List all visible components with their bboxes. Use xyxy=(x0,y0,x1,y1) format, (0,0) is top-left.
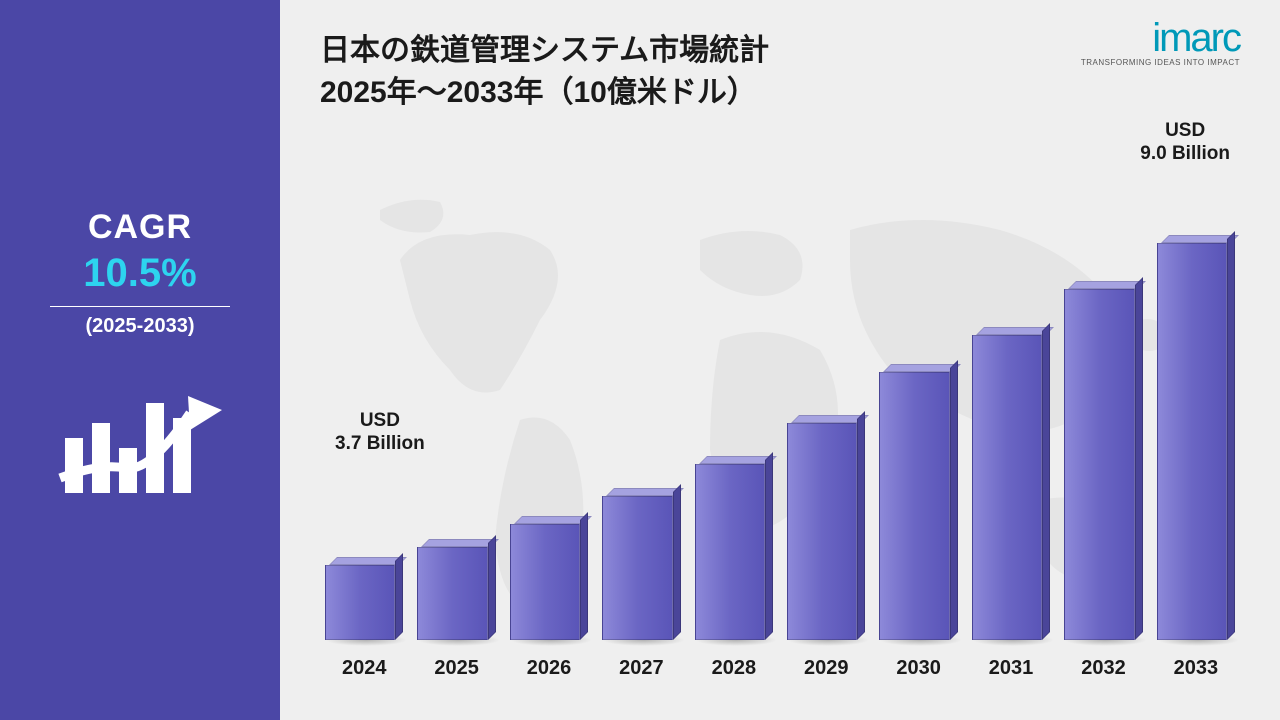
bar-container xyxy=(320,160,1240,640)
bar xyxy=(695,456,773,640)
x-label: 2033 xyxy=(1157,657,1235,680)
x-label: 2031 xyxy=(972,657,1050,680)
x-label: 2032 xyxy=(1064,657,1142,680)
chart-area: USD 3.7 Billion USD 9.0 Billion xyxy=(320,140,1240,680)
growth-chart-icon xyxy=(50,368,230,513)
bar xyxy=(510,516,588,640)
bar-3d xyxy=(510,516,588,640)
cagr-range: (2025-2033) xyxy=(86,315,195,338)
brand-logo: imarc TRANSFORMING IDEAS INTO IMPACT xyxy=(1081,20,1240,67)
bar-3d xyxy=(1157,235,1235,640)
end-value-label: USD 9.0 Billion xyxy=(1140,120,1230,166)
bar xyxy=(879,364,957,640)
bar-3d xyxy=(695,456,773,640)
x-label: 2025 xyxy=(417,657,495,680)
bar-3d xyxy=(972,327,1050,640)
x-label: 2027 xyxy=(602,657,680,680)
x-axis-labels: 2024 2025 2026 2027 2028 2029 2030 2031 2032 2033 xyxy=(320,657,1240,680)
main-panel: 日本の鉄道管理システム市場統計 2025年〜2033年（10億米ドル） imar… xyxy=(280,0,1280,720)
bar-3d xyxy=(325,557,403,640)
start-value-label: USD 3.7 Billion xyxy=(335,410,425,456)
x-label: 2024 xyxy=(325,657,403,680)
bar xyxy=(972,327,1050,640)
cagr-label: CAGR xyxy=(88,208,192,247)
x-label: 2030 xyxy=(879,657,957,680)
divider xyxy=(50,306,230,307)
logo-tagline: TRANSFORMING IDEAS INTO IMPACT xyxy=(1081,58,1240,67)
bar xyxy=(1064,281,1142,640)
sidebar-panel: CAGR 10.5% (2025-2033) xyxy=(0,0,280,720)
bar xyxy=(602,488,680,640)
x-label: 2026 xyxy=(510,657,588,680)
x-label: 2028 xyxy=(695,657,773,680)
bar-3d xyxy=(602,488,680,640)
bar-3d xyxy=(879,364,957,640)
bar xyxy=(325,557,403,640)
title-line2: 2025年〜2033年（10億米ドル） xyxy=(320,72,1240,114)
cagr-value: 10.5% xyxy=(83,251,196,296)
logo-text: imarc xyxy=(1081,20,1240,56)
x-label: 2029 xyxy=(787,657,865,680)
bar xyxy=(417,539,495,640)
bar xyxy=(1157,235,1235,640)
bar-3d xyxy=(787,415,865,640)
bar-3d xyxy=(1064,281,1142,640)
bar xyxy=(787,415,865,640)
bar-3d xyxy=(417,539,495,640)
